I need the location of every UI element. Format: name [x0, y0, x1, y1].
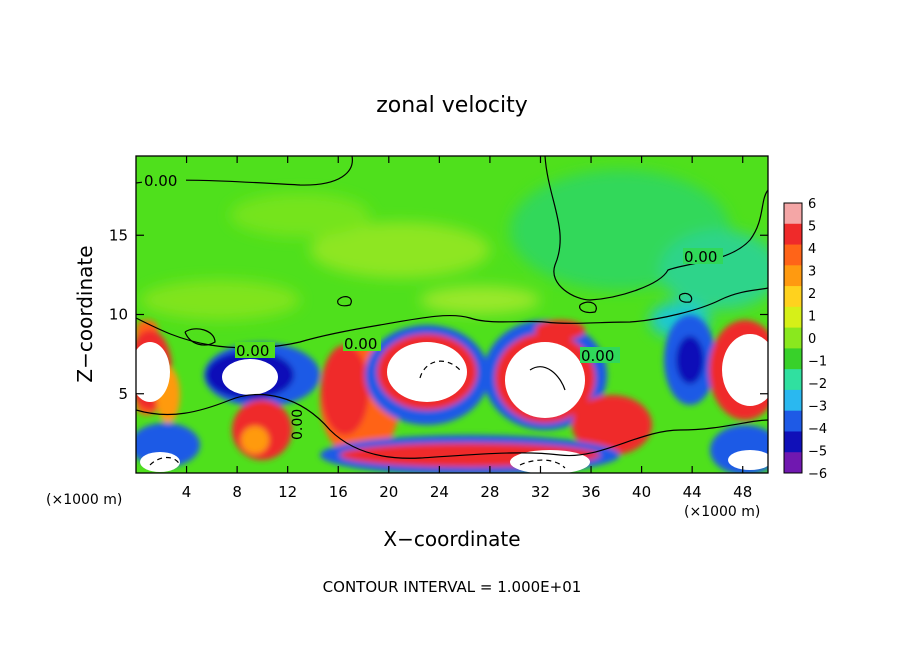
contour-label: 0.00: [581, 347, 614, 365]
colorbar-tick-label: 5: [808, 220, 816, 235]
colorbar-frame: [783, 202, 803, 474]
y-tick-label: 10: [109, 306, 128, 324]
colorbar-tick-label: 2: [808, 287, 816, 302]
colorbar-tick-label: 3: [808, 265, 816, 280]
x-tick-label: 20: [379, 483, 398, 501]
colorbar-tick-label: −6: [808, 467, 827, 482]
x-axis-label: X−coordinate: [383, 527, 520, 551]
colorbar-tick-label: 6: [808, 197, 816, 212]
colorbar-tick-label: −2: [808, 377, 827, 392]
colorbar-segment: [784, 431, 802, 453]
y-axis: 5 10 15: [109, 226, 768, 403]
colorbar-tick-label: −1: [808, 355, 827, 370]
colorbar-segment: [784, 286, 802, 308]
colorbar-segment: [784, 410, 802, 432]
colorbar-tick-label: 0: [808, 332, 816, 347]
contour-labels: 0.00 0.00 0.00 0.00 0.00 0.00: [142, 172, 723, 440]
x-tick-label: 8: [232, 483, 242, 501]
x-tick-label: 24: [430, 483, 449, 501]
colorbar-segment: [784, 265, 802, 287]
contour-interval-label: CONTOUR INTERVAL = 1.000E+01: [323, 578, 582, 596]
colorbar-segment: [784, 348, 802, 370]
x-unit-label-left: (×1000 m): [46, 492, 122, 508]
colorbar-segment: [784, 369, 802, 391]
y-tick-label: 15: [109, 226, 128, 244]
colorbar: 6 5 4 3 2 1 0 −1 −2 −3 −4 −5 −6: [783, 197, 827, 482]
x-tick-label: 44: [683, 483, 702, 501]
contour-label: 0.00: [290, 409, 306, 440]
colorbar-segment: [784, 223, 802, 246]
y-axis-label: Z−coordinate: [73, 245, 97, 382]
colorbar-segment: [784, 327, 802, 349]
x-tick-label: 28: [480, 483, 499, 501]
chart-title: zonal velocity: [376, 93, 528, 118]
x-axis: 4 8 12 16 20 24 28 32 36 40 44 48: [182, 156, 752, 501]
x-unit-label-right: (×1000 m): [684, 504, 760, 520]
colorbar-tick-label: 4: [808, 242, 816, 257]
x-tick-label: 12: [278, 483, 297, 501]
colorbar-segment: [784, 203, 802, 225]
x-tick-label: 32: [531, 483, 550, 501]
colorbar-segment: [784, 389, 802, 412]
velocity-field: [136, 156, 768, 473]
x-tick-label: 40: [632, 483, 651, 501]
colorbar-segment: [784, 452, 802, 474]
saturated-regions: [136, 334, 768, 473]
x-tick-label: 16: [329, 483, 348, 501]
colorbar-tick-label: 1: [808, 310, 816, 325]
colorbar-segment: [784, 244, 802, 266]
colorbar-tick-label: −4: [808, 422, 827, 437]
colorbar-tick-label: −3: [808, 400, 827, 415]
colorbar-segment: [784, 306, 802, 329]
contour-label: 0.00: [144, 172, 177, 190]
x-tick-label: 4: [182, 483, 192, 501]
contour-label: 0.00: [344, 335, 377, 353]
x-tick-label: 48: [733, 483, 752, 501]
contour-label: 0.00: [684, 248, 717, 266]
colorbar-tick-label: −5: [808, 445, 827, 460]
contour-label: 0.00: [236, 342, 269, 360]
y-tick-label: 5: [118, 385, 128, 403]
x-tick-label: 36: [581, 483, 600, 501]
